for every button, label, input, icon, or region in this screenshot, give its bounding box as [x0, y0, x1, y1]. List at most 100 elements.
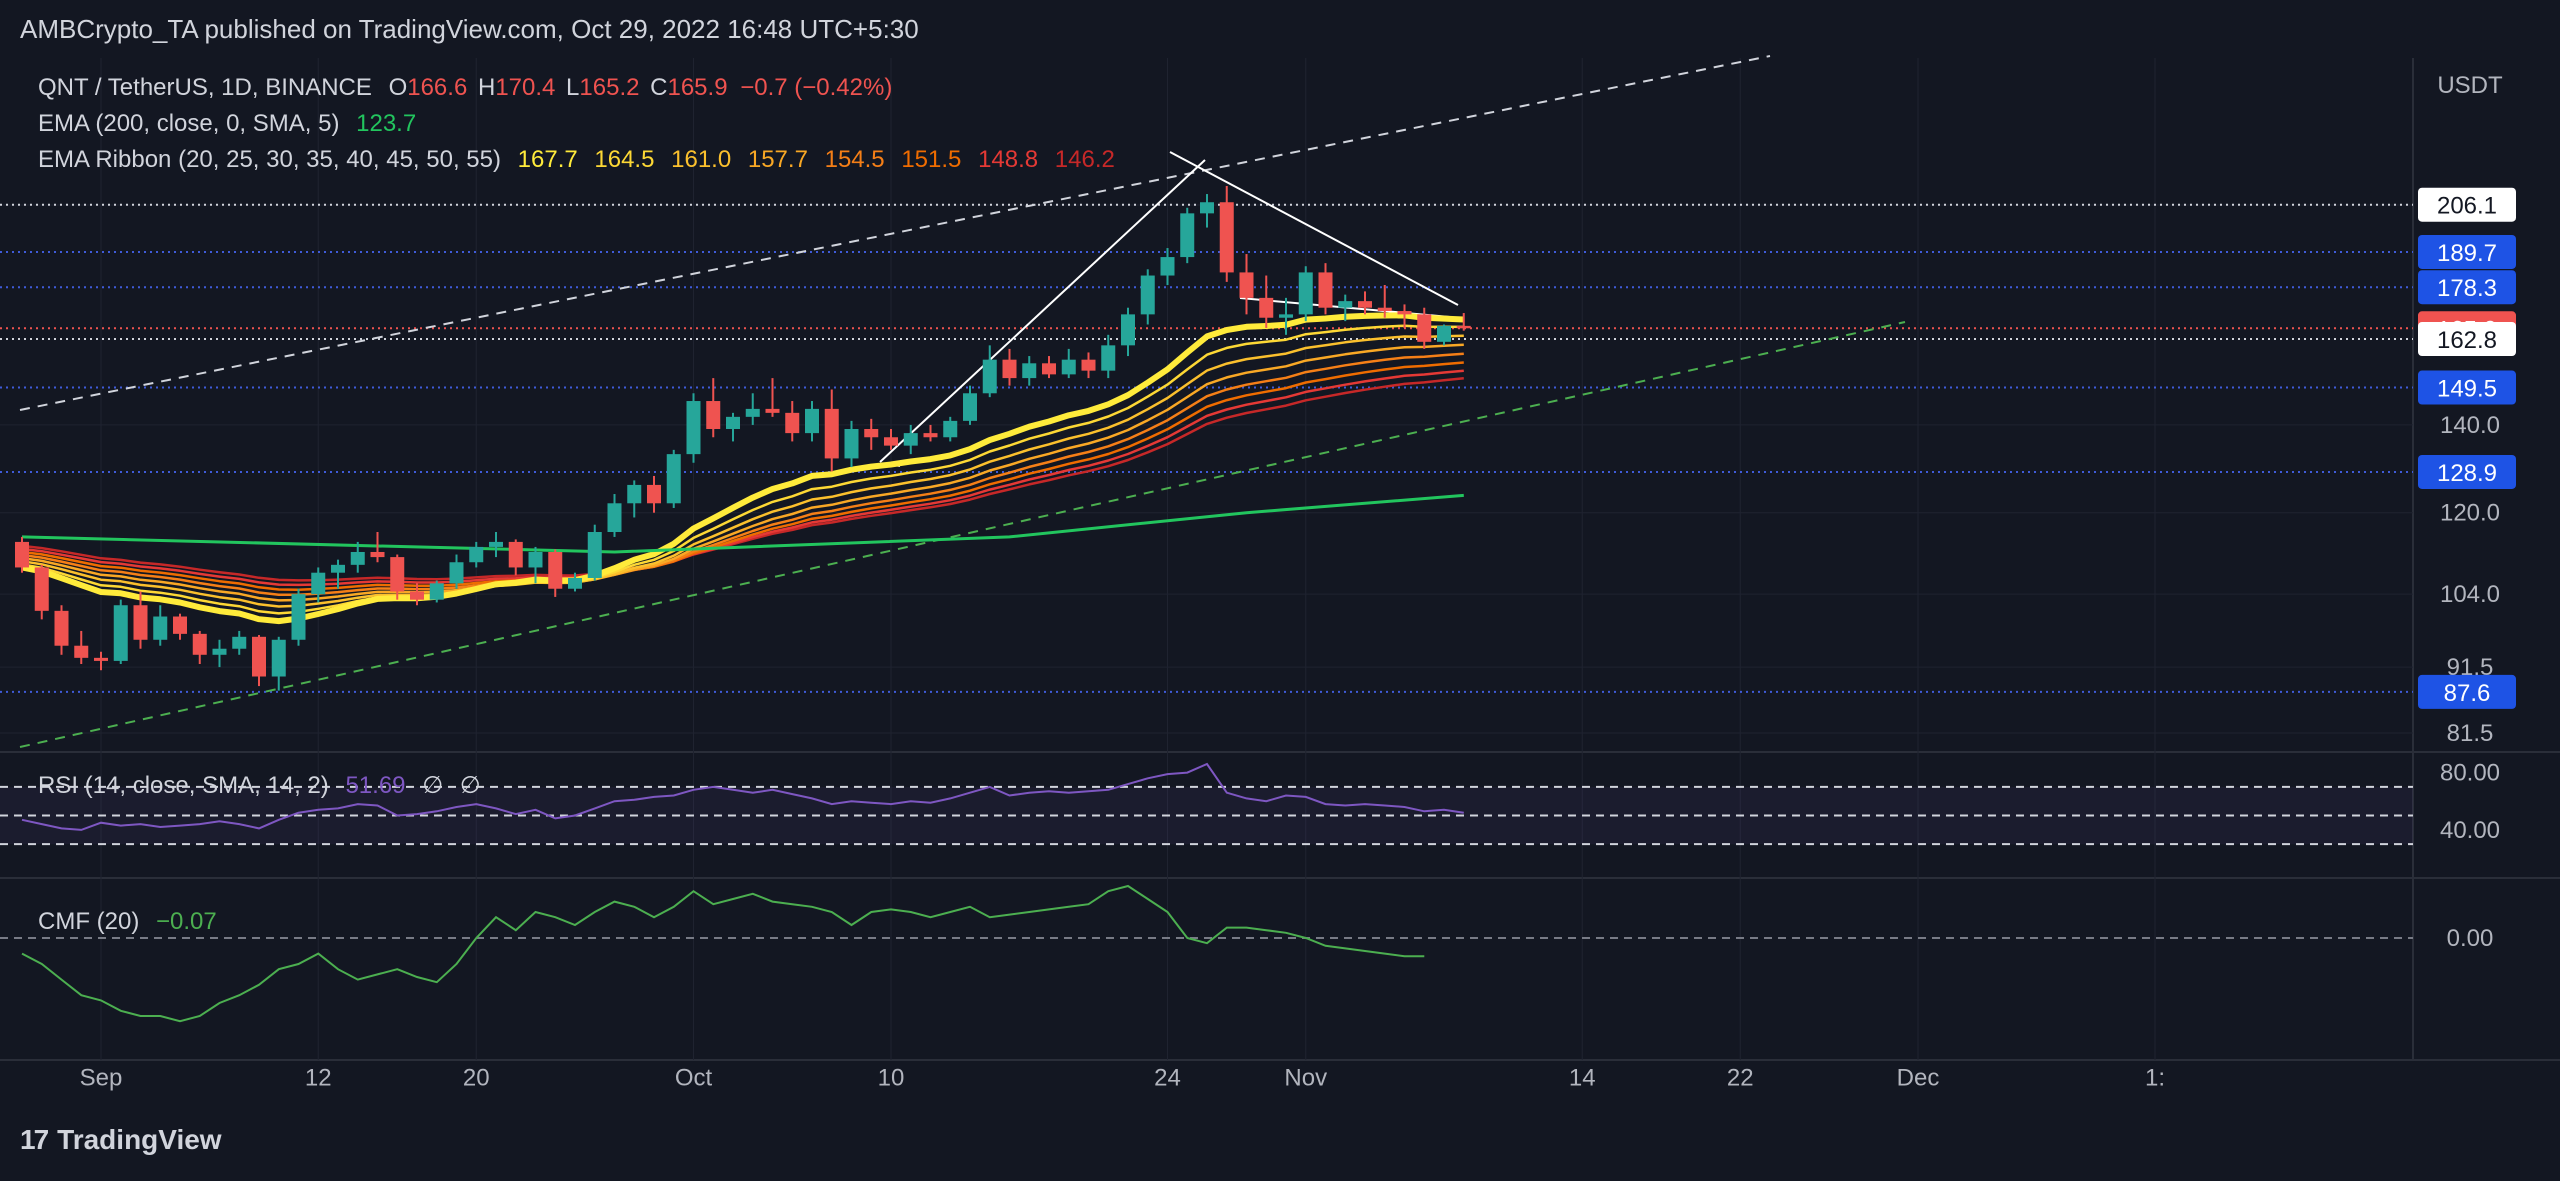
candle-body — [1200, 202, 1214, 214]
candle-body — [331, 564, 345, 573]
candle — [94, 651, 108, 671]
candle-body — [74, 645, 89, 658]
y-tick-label: 120.0 — [2440, 500, 2500, 527]
candle — [429, 580, 444, 603]
candle — [1002, 348, 1017, 386]
candle-body — [1298, 272, 1313, 315]
rsi-label: RSI (14, close, SMA, 14, 2) — [38, 772, 329, 799]
candle-body — [489, 541, 503, 547]
ema-ribbon-line-55 — [21, 377, 1464, 582]
chart-grid — [0, 58, 2560, 1061]
currency-label: USDT — [2437, 72, 2503, 99]
candle — [153, 605, 168, 646]
candle — [508, 539, 523, 576]
tradingview-logo[interactable]: 17 TradingView — [20, 1124, 222, 1156]
candle-body — [903, 433, 918, 446]
x-tick-label: 20 — [463, 1064, 490, 1091]
price-tag-label: 189.7 — [2437, 240, 2497, 267]
cmf-value: −0.07 — [156, 908, 217, 935]
x-tick-label: 24 — [1154, 1064, 1181, 1091]
candle — [1279, 297, 1293, 335]
price-tag-bg — [2418, 187, 2516, 222]
ribbon-value-5: 154.5 — [824, 146, 885, 173]
candle — [1456, 313, 1471, 331]
candle-body — [271, 639, 286, 677]
candle-body — [1456, 325, 1471, 329]
x-tick-label: Oct — [675, 1064, 713, 1091]
cmf-label: CMF (20) — [38, 908, 140, 935]
price-tag: 87.6 — [2418, 674, 2516, 709]
candle — [331, 559, 345, 589]
price-tag-bg — [2418, 322, 2516, 357]
candle — [666, 449, 681, 508]
horizontal-levels — [0, 203, 2413, 693]
candle — [252, 635, 266, 687]
candle — [765, 378, 780, 417]
price-tag-bg — [2418, 270, 2516, 305]
y-tick-label: 81.5 — [2447, 720, 2494, 747]
candle — [1081, 352, 1096, 379]
candle-body — [291, 594, 306, 640]
ribbon-value-6: 151.5 — [901, 146, 962, 173]
cmf-legend: CMF (20) −0.07 — [38, 908, 227, 936]
candle-body — [706, 401, 721, 430]
publish-info: AMBCrypto_TA published on TradingView.co… — [20, 14, 919, 44]
candle-body — [1180, 213, 1195, 258]
candle-body — [410, 591, 424, 600]
candle-body — [982, 359, 997, 394]
y-tick-label: 140.0 — [2440, 412, 2500, 439]
candle-body — [1417, 314, 1432, 342]
candle-body — [1259, 297, 1274, 318]
candle — [1101, 334, 1116, 379]
candle — [607, 494, 622, 537]
candle-body — [449, 562, 464, 584]
candle-body — [370, 551, 385, 558]
candle — [805, 401, 819, 442]
candle — [74, 630, 89, 664]
price-tag: 162.8 — [2418, 322, 2516, 357]
candle — [1180, 207, 1195, 264]
rsi-line — [21, 762, 1464, 831]
candles — [15, 185, 1471, 691]
rsi-extra-2: ∅ — [459, 772, 481, 799]
candle-body — [745, 408, 760, 417]
ohlc-high: 170.4 — [495, 74, 556, 101]
candle-body — [548, 551, 563, 589]
tradingview-logo-icon: 17 — [20, 1124, 49, 1155]
candle-body — [1318, 272, 1333, 308]
candle-body — [54, 610, 69, 646]
ema200-line — [21, 493, 1464, 554]
candle — [212, 639, 227, 668]
ribbon-value-3: 161.0 — [671, 146, 732, 173]
candle — [943, 416, 958, 442]
candle-body — [1081, 359, 1096, 371]
cmf-pane — [0, 884, 2413, 1023]
price-tag-label: 178.3 — [2437, 275, 2497, 302]
candle-body — [528, 551, 543, 568]
candle — [173, 613, 187, 640]
candle — [1437, 324, 1451, 346]
candle — [1397, 304, 1412, 328]
ema-ribbon — [21, 312, 1464, 625]
candle-body — [311, 572, 326, 595]
wedge-rise-line — [879, 159, 1206, 463]
ema-ribbon-line-25 — [21, 324, 1464, 615]
candle — [923, 424, 938, 442]
candle-body — [252, 636, 266, 677]
ema-ribbon-line-40 — [21, 352, 1464, 596]
candle — [903, 424, 918, 455]
candle-body — [686, 401, 701, 455]
ema200-legend: EMA (200, close, 0, SMA, 5) 123.7 — [38, 110, 426, 138]
x-tick-label: 22 — [1727, 1064, 1754, 1091]
candle — [1358, 291, 1372, 315]
candle-body — [1397, 311, 1412, 315]
candle-body — [943, 420, 958, 438]
candle — [54, 605, 69, 655]
candle-body — [824, 408, 839, 459]
candle-body — [133, 605, 148, 640]
candle — [1160, 248, 1175, 285]
candle — [271, 636, 286, 691]
brand-name: TradingView — [57, 1124, 222, 1155]
